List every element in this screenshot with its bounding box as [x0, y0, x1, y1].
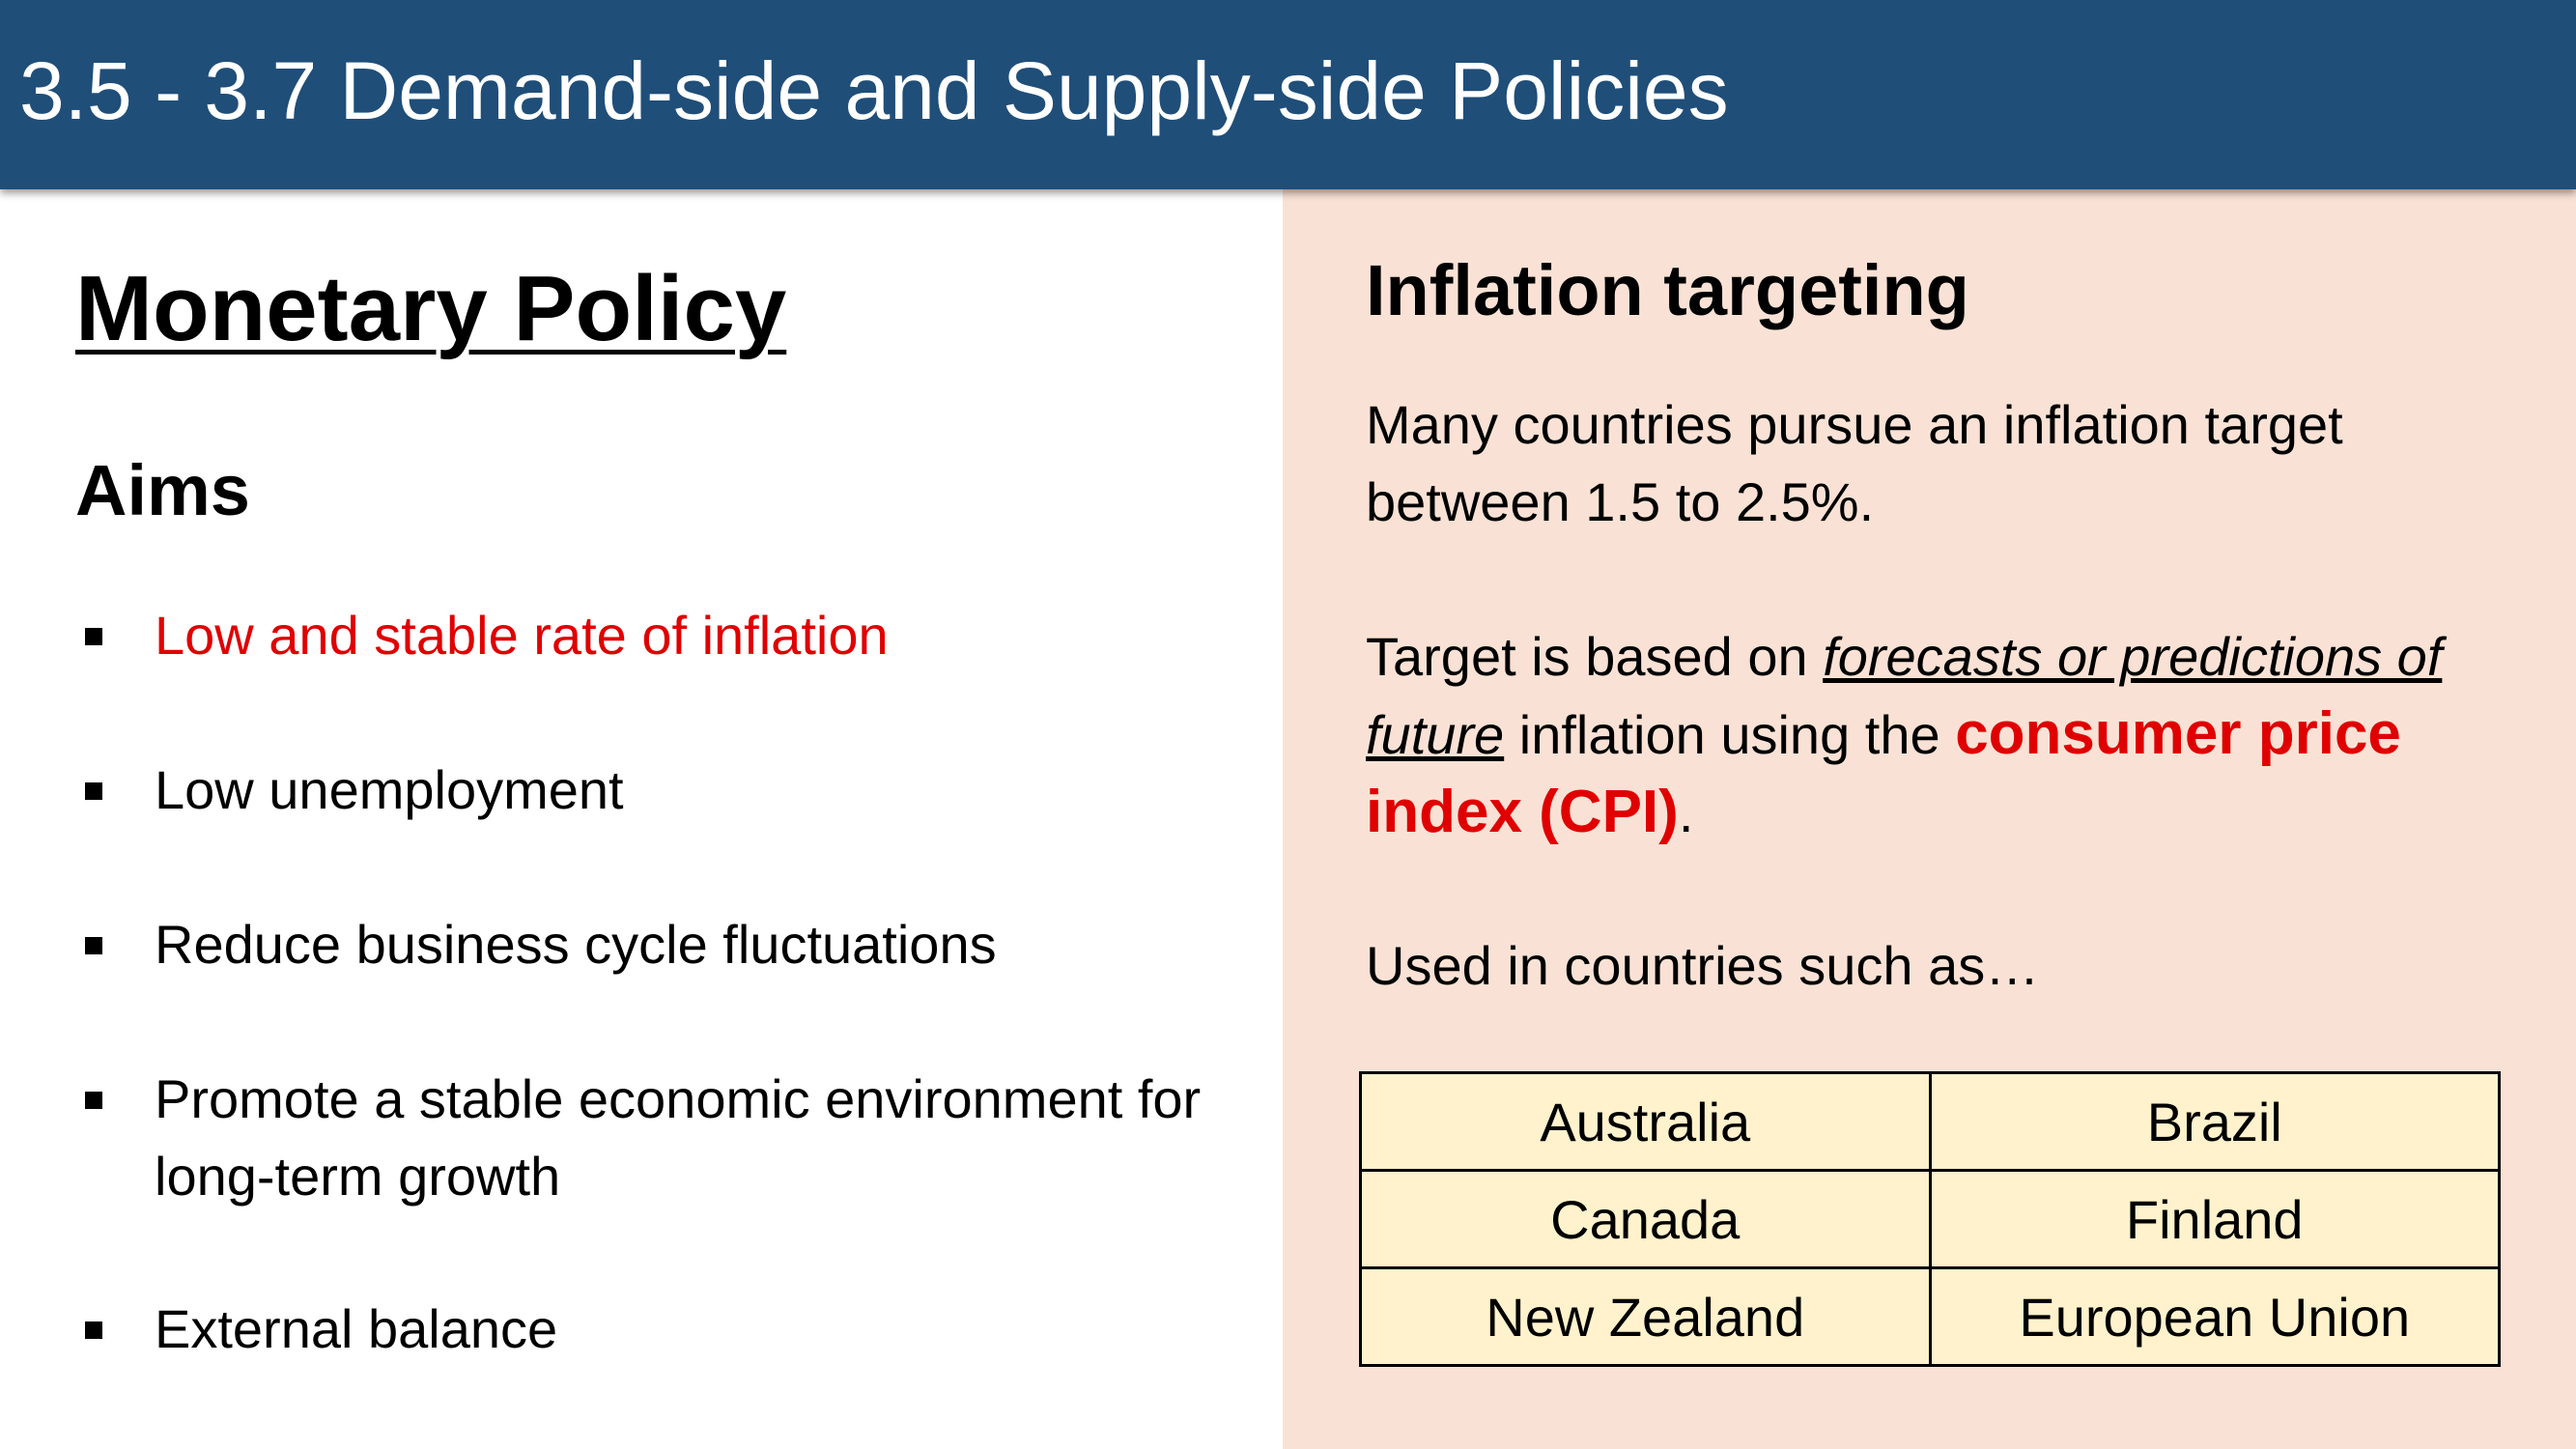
table-row: Canada Finland: [1359, 1169, 2501, 1269]
paragraph: Target is based on forecasts or predicti…: [1366, 618, 2477, 852]
bullet: [85, 1321, 102, 1339]
heading: Inflation targeting: [1366, 250, 1969, 330]
text: Target is based on: [1366, 626, 1824, 687]
bullet: [85, 937, 102, 954]
bullet: [85, 628, 102, 645]
text: inflation using the: [1504, 704, 1956, 765]
bullet: [85, 1092, 102, 1109]
table-cell: New Zealand: [1359, 1266, 1932, 1367]
paragraph: Used in countries such as…: [1366, 935, 2040, 996]
subheading: Aims: [75, 450, 250, 530]
heading: Monetary Policy: [75, 257, 787, 360]
table-row: New Zealand European Union: [1359, 1266, 2501, 1367]
aim-item: Low and stable rate of inflation: [155, 605, 889, 666]
table-row: Australia Brazil: [1359, 1071, 2501, 1172]
bullet: [85, 782, 102, 800]
table-cell: European Union: [1928, 1266, 2501, 1367]
slide-title: 3.5 - 3.7 Demand-side and Supply-side Po…: [19, 45, 1729, 136]
aim-item: Low unemployment: [155, 759, 624, 820]
table-cell: Canada: [1359, 1169, 1932, 1269]
aim-item: Promote a stable economic environment fo…: [155, 1068, 1202, 1207]
paragraph: Many countries pursue an inflation targe…: [1366, 394, 2343, 532]
text: .: [1678, 782, 1694, 843]
table-cell: Brazil: [1928, 1071, 2501, 1172]
emphasis: forecasts or predictions of future: [1366, 626, 2443, 765]
country-table: Australia Brazil Canada Finland New Zealand E…: [1359, 1071, 2501, 1367]
table-cell: Australia: [1359, 1071, 1932, 1172]
table-cell: Finland: [1928, 1169, 2501, 1269]
highlight: consumer price index (CPI): [1366, 700, 2401, 845]
aim-item: External balance: [155, 1298, 558, 1359]
aim-item: Reduce business cycle fluctuations: [155, 914, 997, 975]
header-bar: 3.5 - 3.7 Demand-side and Supply-side Po…: [0, 0, 2576, 189]
